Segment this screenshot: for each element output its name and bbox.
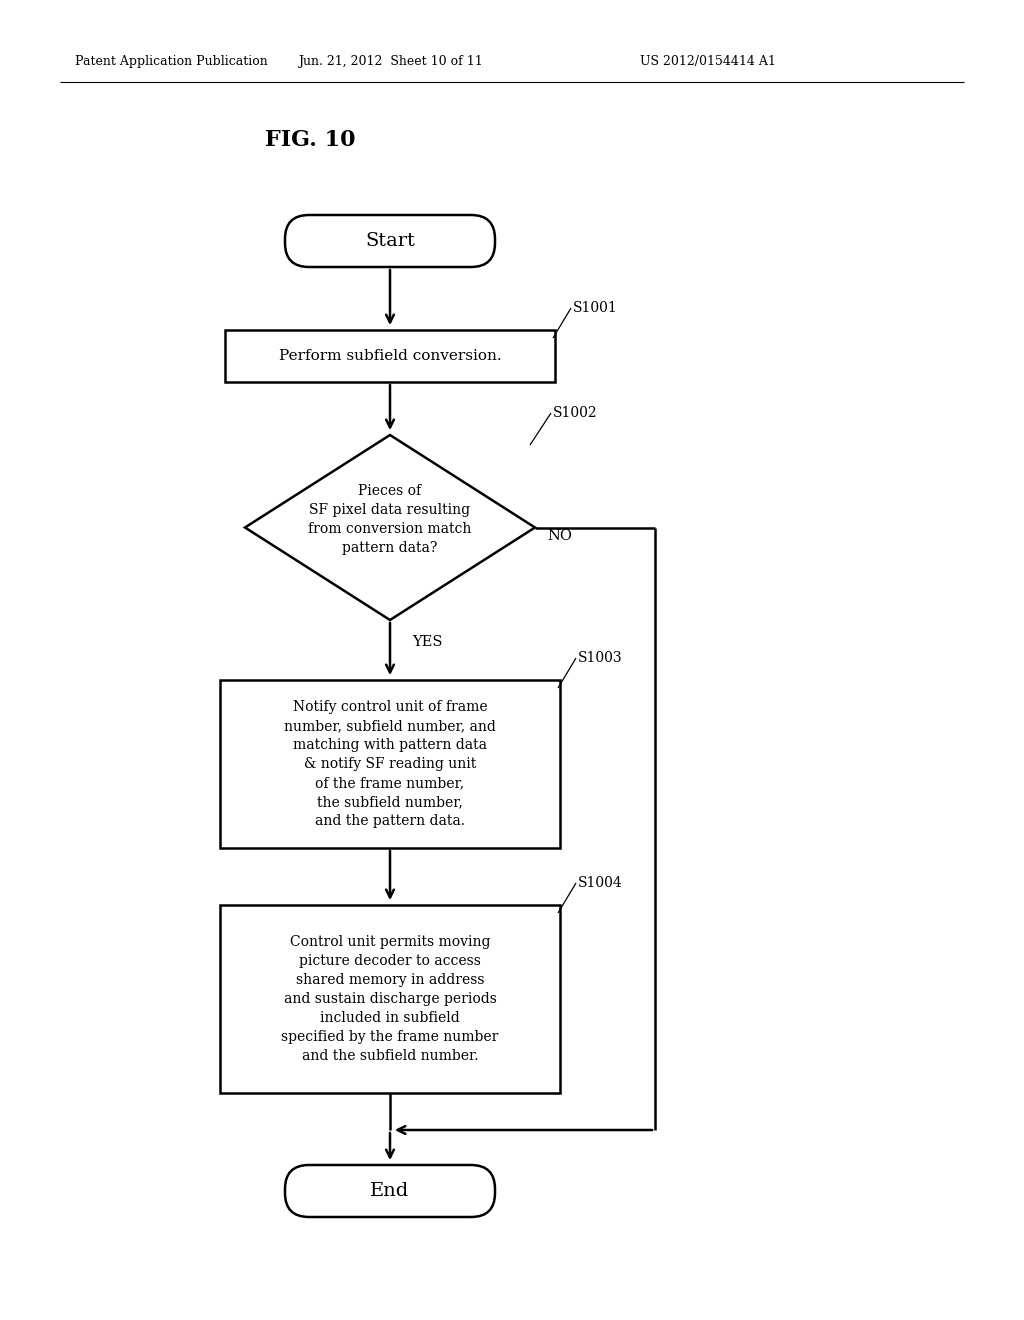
Text: S1004: S1004 bbox=[578, 876, 623, 890]
Text: Control unit permits moving
picture decoder to access
shared memory in address
a: Control unit permits moving picture deco… bbox=[282, 935, 499, 1063]
Text: Start: Start bbox=[366, 232, 415, 249]
Bar bbox=[220, 680, 560, 847]
FancyBboxPatch shape bbox=[285, 215, 495, 267]
Text: Notify control unit of frame
number, subfield number, and
matching with pattern : Notify control unit of frame number, sub… bbox=[284, 700, 496, 828]
Text: Patent Application Publication: Patent Application Publication bbox=[75, 55, 267, 69]
Text: S1002: S1002 bbox=[553, 407, 598, 420]
Text: Pieces of
SF pixel data resulting
from conversion match
pattern data?: Pieces of SF pixel data resulting from c… bbox=[308, 484, 472, 554]
Bar bbox=[225, 330, 555, 381]
Text: Perform subfield conversion.: Perform subfield conversion. bbox=[279, 348, 502, 363]
Text: US 2012/0154414 A1: US 2012/0154414 A1 bbox=[640, 55, 776, 69]
Text: YES: YES bbox=[412, 635, 442, 649]
Bar bbox=[220, 906, 560, 1093]
Text: Jun. 21, 2012  Sheet 10 of 11: Jun. 21, 2012 Sheet 10 of 11 bbox=[298, 55, 482, 69]
Text: End: End bbox=[371, 1181, 410, 1200]
Text: FIG. 10: FIG. 10 bbox=[265, 129, 355, 150]
Text: S1003: S1003 bbox=[578, 651, 623, 665]
Text: NO: NO bbox=[547, 528, 572, 543]
Text: S1001: S1001 bbox=[573, 301, 617, 315]
FancyBboxPatch shape bbox=[285, 1166, 495, 1217]
Polygon shape bbox=[245, 436, 535, 620]
